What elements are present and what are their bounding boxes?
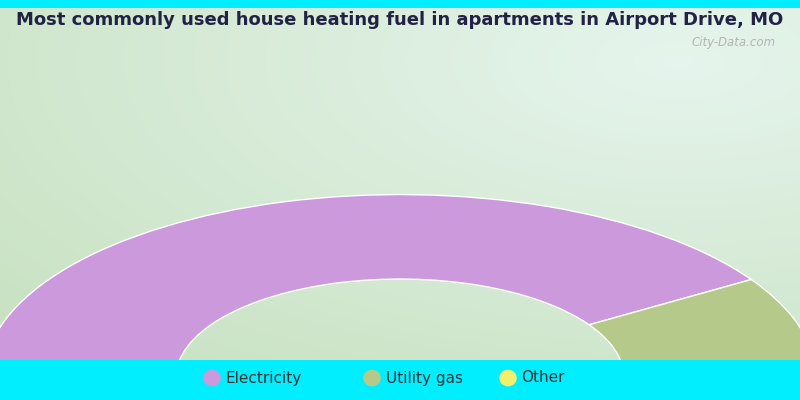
Wedge shape	[0, 194, 751, 378]
Text: Most commonly used house heating fuel in apartments in Airport Drive, MO: Most commonly used house heating fuel in…	[16, 11, 784, 29]
Ellipse shape	[363, 370, 381, 386]
Text: Other: Other	[522, 370, 565, 386]
Ellipse shape	[499, 370, 517, 386]
Text: Utility gas: Utility gas	[386, 370, 462, 386]
Wedge shape	[623, 360, 800, 378]
Text: City-Data.com: City-Data.com	[692, 36, 776, 49]
Text: Electricity: Electricity	[226, 370, 302, 386]
Ellipse shape	[203, 370, 221, 386]
Wedge shape	[589, 280, 800, 368]
